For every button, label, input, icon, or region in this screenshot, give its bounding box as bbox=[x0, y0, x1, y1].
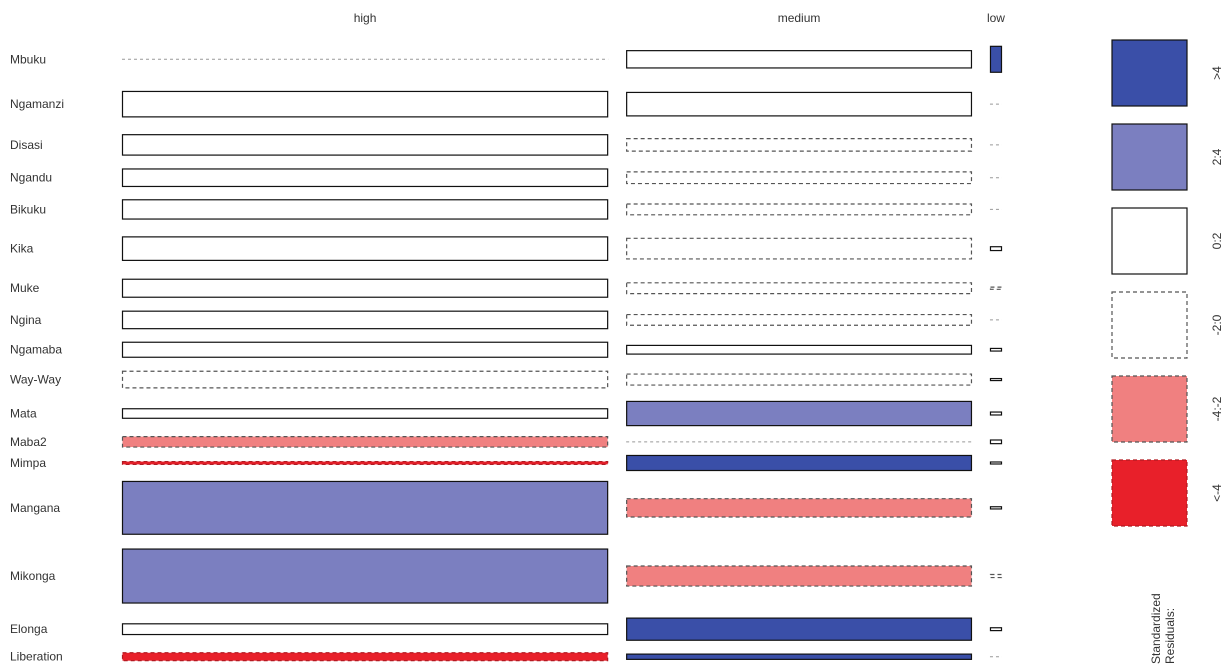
legend-label: 2:4 bbox=[1210, 148, 1224, 165]
cell-ngina-high bbox=[121, 310, 609, 330]
cell-mangana-low bbox=[989, 506, 1003, 510]
cell-mbuku-low bbox=[989, 45, 1003, 73]
cell-ngandu-high bbox=[121, 168, 609, 188]
row-label: Mikonga bbox=[10, 569, 56, 583]
row-label: Ngandu bbox=[10, 171, 52, 185]
cell-mangana-high bbox=[121, 480, 609, 535]
row-label: Elonga bbox=[10, 622, 48, 636]
legend-title: StandardizedResiduals: bbox=[1149, 593, 1177, 664]
legend-swatch bbox=[1111, 207, 1188, 275]
row-label: Mata bbox=[10, 407, 37, 421]
row-label: Mbuku bbox=[10, 52, 46, 66]
row-label: Kika bbox=[10, 242, 34, 256]
cell-disasi-high bbox=[121, 134, 609, 156]
cell-ngamaba-low bbox=[989, 347, 1003, 352]
cell-bikuku-medium bbox=[626, 203, 973, 216]
row-label: Bikuku bbox=[10, 202, 46, 216]
cell-liberation-medium bbox=[626, 653, 973, 660]
row-label: Disasi bbox=[10, 138, 43, 152]
column-label-low: low bbox=[987, 11, 1005, 25]
row-label: Ngamaba bbox=[10, 343, 62, 357]
row-label: Mimpa bbox=[10, 456, 46, 470]
cell-mikonga-high bbox=[121, 548, 609, 604]
cell-ngamanzi-high bbox=[121, 90, 609, 118]
cell-elonga-high bbox=[121, 623, 609, 636]
cell-mbuku-medium bbox=[626, 50, 973, 69]
cell-mangana-medium bbox=[626, 498, 973, 518]
cell-mikonga-medium bbox=[626, 565, 973, 587]
cell-way-way-high bbox=[121, 370, 609, 389]
row-label: Muke bbox=[10, 281, 40, 295]
cell-way-way-medium bbox=[626, 373, 973, 386]
cell-ngamaba-medium bbox=[626, 344, 973, 355]
legend-swatch bbox=[1111, 39, 1188, 107]
cell-disasi-medium bbox=[626, 138, 973, 152]
row-label: Way-Way bbox=[10, 373, 61, 387]
cell-mimpa-low bbox=[989, 461, 1003, 465]
cell-muke-medium bbox=[626, 282, 973, 295]
row-label: Ngamanzi bbox=[10, 97, 64, 111]
legend-swatch bbox=[1111, 459, 1188, 527]
legend-label: >4 bbox=[1210, 66, 1224, 80]
cell-elonga-low bbox=[989, 627, 1003, 632]
cell-mata-medium bbox=[626, 400, 973, 427]
cell-mimpa-medium bbox=[626, 454, 973, 472]
column-label-high: high bbox=[354, 11, 377, 25]
cell-kika-low bbox=[989, 246, 1003, 252]
legend-swatch bbox=[1111, 291, 1188, 359]
column-label-medium: medium bbox=[778, 11, 821, 25]
legend-label: -4:-2 bbox=[1210, 396, 1224, 421]
legend-swatch bbox=[1111, 375, 1188, 443]
legend-label: <-4 bbox=[1210, 484, 1224, 502]
cell-muke-high bbox=[121, 278, 609, 298]
cell-ngina-medium bbox=[626, 313, 973, 326]
legend-label: 0:2 bbox=[1210, 232, 1224, 249]
cell-liberation-high bbox=[121, 652, 609, 662]
row-label: Mangana bbox=[10, 501, 60, 515]
cell-bikuku-high bbox=[121, 199, 609, 220]
cell-mata-high bbox=[121, 408, 609, 419]
cell-kika-high bbox=[121, 236, 609, 261]
cell-ngandu-medium bbox=[626, 171, 973, 185]
cell-muke-low bbox=[989, 286, 1003, 290]
cell-elonga-medium bbox=[626, 617, 973, 641]
cell-maba2-low bbox=[989, 439, 1003, 445]
row-label: Ngina bbox=[10, 313, 42, 327]
legend-swatch bbox=[1111, 123, 1188, 191]
legend-label: -2:0 bbox=[1210, 314, 1224, 335]
cell-mikonga-low bbox=[989, 573, 1003, 579]
row-label: Maba2 bbox=[10, 435, 47, 449]
cell-way-way-low bbox=[989, 377, 1003, 382]
row-label: Liberation bbox=[10, 650, 63, 664]
cell-mata-low bbox=[989, 411, 1003, 416]
cell-ngamaba-high bbox=[121, 341, 609, 358]
cell-kika-medium bbox=[626, 237, 973, 260]
cell-mimpa-high bbox=[121, 460, 609, 466]
cell-ngamanzi-medium bbox=[626, 91, 973, 117]
cell-maba2-high bbox=[121, 436, 609, 448]
